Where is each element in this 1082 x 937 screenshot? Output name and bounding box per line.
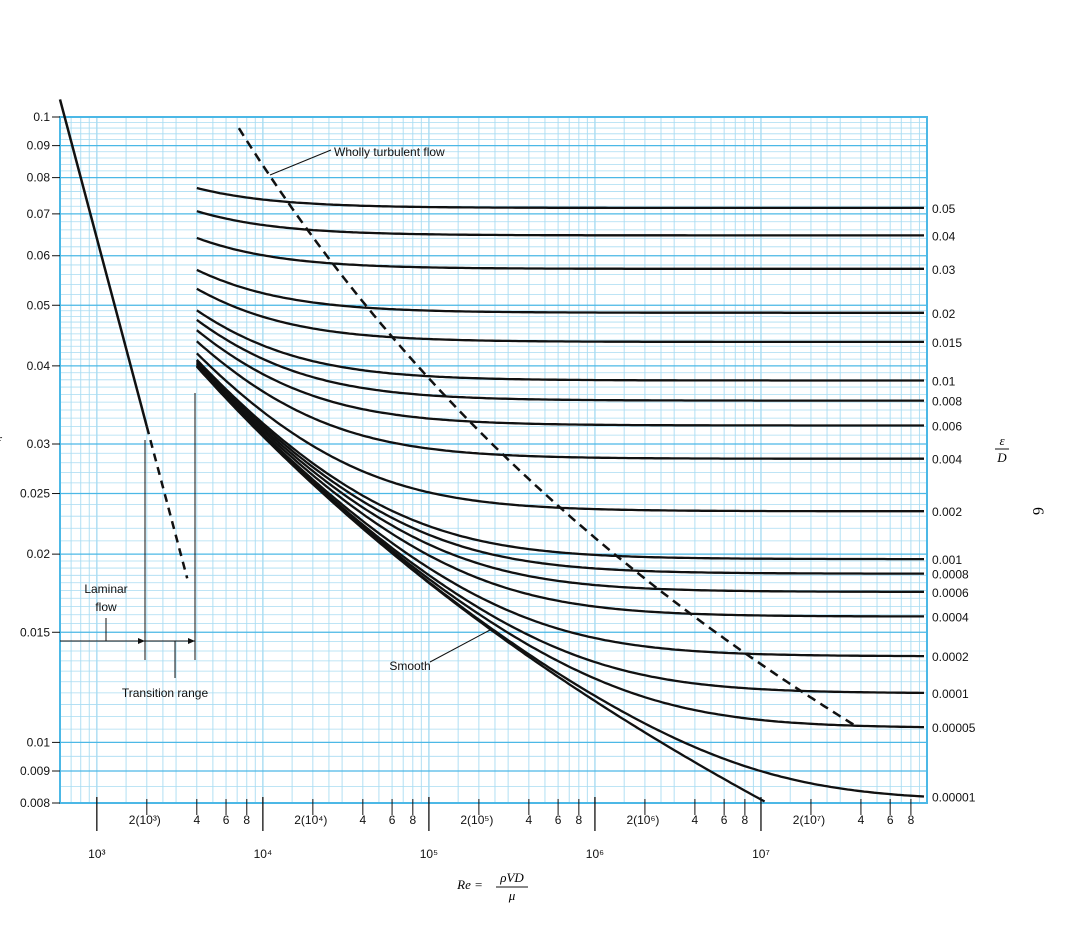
- roughness-label: 0.0002: [932, 650, 969, 664]
- plot-frame: [59, 116, 928, 804]
- roughness-label: 0.01: [932, 374, 956, 388]
- roughness-curve-0.0004: [195, 363, 924, 618]
- roughness-label: 0.008: [932, 395, 962, 409]
- roughness-label: 0.0001: [932, 687, 969, 701]
- roughness-curve-0.01: [196, 309, 924, 382]
- roughness-curve-0.02: [196, 268, 924, 314]
- x-tick-label-lower: 10⁶: [586, 847, 604, 861]
- laminar-line: [58, 99, 149, 427]
- y-tick-label: 0.09: [27, 139, 51, 153]
- roughness-curve-0.0008: [195, 360, 924, 575]
- x-tick-label-upper: 2(10⁷): [793, 813, 825, 827]
- page-number: 6: [1029, 507, 1046, 515]
- roughness-label: 0.00005: [932, 721, 976, 735]
- laminar-label-line1: Laminar: [84, 582, 127, 596]
- x-tick-label-upper: 4: [692, 813, 699, 827]
- x-tick-label-lower: 10⁵: [420, 847, 438, 861]
- wholly-turbulent-pointer: [269, 149, 332, 176]
- y-tick-label: 0.009: [20, 764, 50, 778]
- roughness-label: 0.05: [932, 202, 956, 216]
- roughness-symbol-bottom: D: [996, 450, 1007, 465]
- y-tick-label: 0.008: [20, 796, 50, 810]
- y-tick-label: 0.1: [33, 110, 50, 124]
- roughness-curve-0.0006: [195, 361, 924, 593]
- wholly-turbulent-boundary: [237, 127, 857, 728]
- x-tick-label-upper: 8: [742, 813, 749, 827]
- y-tick-label: 0.06: [27, 249, 51, 263]
- roughness-label: 0.02: [932, 307, 956, 321]
- y-tick-label: 0.015: [20, 625, 50, 639]
- roughness-label: 0.03: [932, 263, 956, 277]
- transition-arrow-head: [188, 638, 195, 644]
- roughness-curve-0.001: [195, 358, 924, 561]
- roughness-curve-0.006: [196, 329, 924, 427]
- laminar-arrow-head: [138, 638, 145, 644]
- roughness-symbol-top: ε: [999, 433, 1005, 448]
- x-axis-label-prefix: Re =: [456, 877, 483, 892]
- roughness-label: 0.001: [932, 553, 962, 567]
- x-tick-label-upper: 4: [359, 813, 366, 827]
- x-tick-label-upper: 4: [193, 813, 200, 827]
- roughness-label: 0.015: [932, 336, 962, 350]
- x-tick-label-lower: 10⁷: [752, 847, 770, 861]
- roughness-label: 0.04: [932, 229, 956, 243]
- x-tick-label-upper: 8: [243, 813, 250, 827]
- y-tick-label: 0.01: [27, 735, 51, 749]
- roughness-label: 0.00001: [932, 791, 976, 805]
- roughness-label: 0.0008: [932, 568, 969, 582]
- labels: 0.1 0.09 0.08 0.07 0.06 0.05 0.04 0.03 0.025 0.02…: [20, 110, 976, 861]
- x-tick-label-upper: 6: [389, 813, 396, 827]
- y-axis-symbol: f: [0, 434, 3, 449]
- roughness-curve-0.004: [196, 340, 924, 460]
- roughness-label: 0.002: [932, 505, 962, 519]
- grid: [59, 116, 928, 804]
- roughness-curve-0.0002: [195, 364, 924, 658]
- y-tick-label: 0.025: [20, 487, 50, 501]
- x-tick-label-upper: 2(10⁴): [294, 813, 327, 827]
- x-tick-label-upper: 2(10³): [129, 813, 161, 827]
- y-tick-label: 0.07: [27, 207, 51, 221]
- laminar-extension-dashed: [145, 426, 189, 579]
- x-tick-label-upper: 6: [887, 813, 894, 827]
- roughness-label: 0.0006: [932, 586, 969, 600]
- transition-range-label: Transition range: [122, 686, 209, 700]
- x-axis-label-denominator: μ: [508, 888, 516, 903]
- x-tick-label-upper: 4: [858, 813, 865, 827]
- x-tick-label-upper: 6: [223, 813, 230, 827]
- x-axis-label-numerator: ρVD: [499, 870, 524, 885]
- roughness-curve-0.015: [196, 287, 924, 344]
- roughness-label: 0.0004: [932, 610, 969, 624]
- x-tick-label-lower: 10³: [88, 847, 105, 861]
- roughness-curve-0.05: [196, 186, 924, 210]
- roughness-label: 0.006: [932, 419, 962, 433]
- x-tick-label-upper: 8: [409, 813, 416, 827]
- y-tick-label: 0.02: [27, 547, 51, 561]
- x-tick-label-upper: 2(10⁵): [460, 813, 493, 827]
- y-tick-label: 0.03: [27, 437, 51, 451]
- x-tick-label-upper: 4: [526, 813, 533, 827]
- x-tick-label-lower: 10⁴: [254, 847, 273, 861]
- friction-curves: [58, 99, 925, 803]
- smooth-pointer: [429, 629, 491, 663]
- roughness-curve-0.008: [196, 318, 924, 402]
- roughness-curve-0.03: [196, 236, 924, 270]
- x-tick-label-upper: 6: [555, 813, 562, 827]
- wholly-turbulent-label: Wholly turbulent flow: [334, 145, 445, 159]
- laminar-label-line2: flow: [95, 600, 117, 614]
- x-tick-label-upper: 8: [575, 813, 582, 827]
- smooth-label: Smooth: [389, 659, 430, 673]
- roughness-label: 0.004: [932, 453, 962, 467]
- smooth-pipe-curve: [195, 365, 766, 803]
- plot-background: [60, 117, 927, 803]
- y-tick-label: 0.08: [27, 171, 51, 185]
- y-tick-label: 0.04: [27, 359, 51, 373]
- x-tick-label-upper: 2(10⁶): [626, 813, 659, 827]
- tick-marks: [52, 116, 912, 831]
- x-tick-label-upper: 8: [908, 813, 915, 827]
- x-tick-label-upper: 6: [721, 813, 728, 827]
- y-tick-label: 0.05: [27, 298, 51, 312]
- roughness-curve-0.04: [196, 210, 924, 237]
